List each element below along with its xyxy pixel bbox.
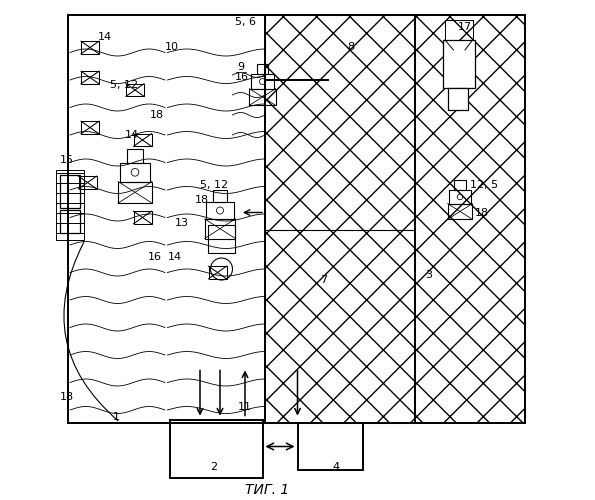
Bar <box>256 64 268 74</box>
Text: 7: 7 <box>320 275 327 285</box>
Text: 11: 11 <box>237 402 252 412</box>
Bar <box>120 163 151 182</box>
Text: 10: 10 <box>165 42 179 52</box>
Bar <box>447 204 472 220</box>
Text: 5, 6: 5, 6 <box>235 18 256 28</box>
Text: 17: 17 <box>458 22 472 32</box>
Text: 15: 15 <box>60 155 74 165</box>
Bar <box>249 88 275 106</box>
Bar <box>298 422 362 470</box>
Bar <box>205 219 236 238</box>
Bar <box>455 180 466 190</box>
Bar <box>208 225 235 252</box>
Text: 1: 1 <box>112 412 120 422</box>
Text: 18: 18 <box>475 208 489 218</box>
Text: 4: 4 <box>333 462 340 472</box>
Text: 13: 13 <box>175 218 189 228</box>
Text: 5, 12: 5, 12 <box>110 80 138 90</box>
Bar <box>447 88 468 110</box>
Text: 9: 9 <box>237 62 245 72</box>
Text: 12, 5: 12, 5 <box>470 180 498 190</box>
Bar <box>265 230 415 422</box>
Bar <box>415 15 525 422</box>
Text: 14: 14 <box>125 130 139 140</box>
Bar <box>118 182 152 203</box>
Bar <box>265 230 415 422</box>
Bar <box>170 420 262 478</box>
Bar <box>60 175 80 208</box>
Bar <box>250 74 274 88</box>
Text: 8: 8 <box>347 42 355 52</box>
Text: 18: 18 <box>195 195 209 205</box>
Bar <box>133 211 152 224</box>
Text: 14: 14 <box>98 32 112 42</box>
Bar <box>81 71 99 84</box>
Bar <box>443 40 475 88</box>
Bar <box>445 20 472 40</box>
Text: 18: 18 <box>60 392 74 402</box>
Bar <box>67 15 415 422</box>
Bar <box>79 176 96 189</box>
Text: ΤИГ. 1: ΤИГ. 1 <box>245 484 290 498</box>
Text: 5, 12: 5, 12 <box>200 180 228 190</box>
Bar <box>449 190 471 203</box>
Bar <box>126 84 144 96</box>
Text: 16: 16 <box>235 72 249 83</box>
Bar <box>133 134 152 146</box>
Bar <box>81 41 99 54</box>
Text: 18: 18 <box>150 110 164 120</box>
Bar <box>127 149 143 163</box>
Bar <box>213 190 227 202</box>
Bar <box>81 121 99 134</box>
Bar <box>415 15 525 422</box>
Bar <box>60 210 80 233</box>
Text: 14: 14 <box>168 252 181 262</box>
Bar <box>265 15 415 230</box>
Bar <box>206 202 234 219</box>
Text: 3: 3 <box>425 270 432 280</box>
Bar <box>208 266 227 279</box>
Bar <box>57 170 84 240</box>
Bar <box>265 15 415 230</box>
Text: 2: 2 <box>210 462 217 472</box>
Text: 16: 16 <box>148 252 161 262</box>
